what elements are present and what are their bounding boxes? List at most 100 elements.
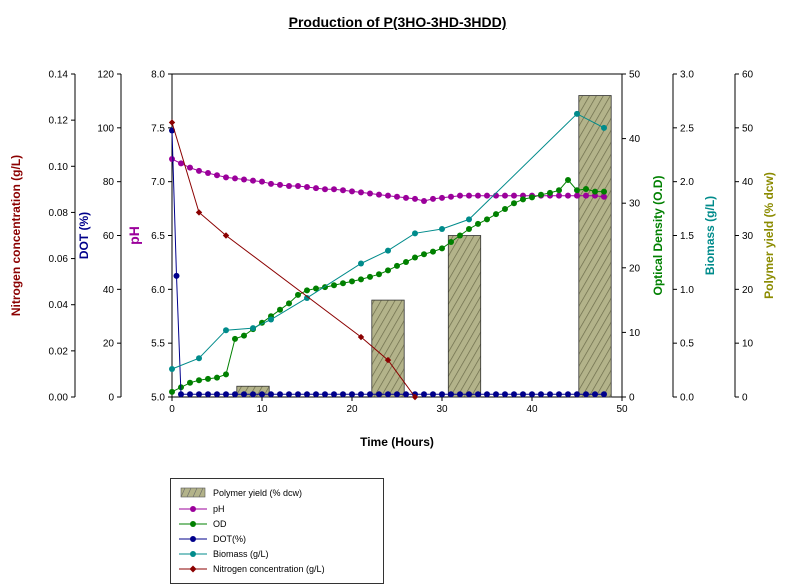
yield-tick-label: 50 (742, 123, 754, 134)
point-ph (376, 191, 382, 198)
ph-tick-label: 7.0 (151, 177, 165, 188)
point-od (340, 280, 346, 287)
point-ph (556, 192, 562, 199)
legend-line-marker (179, 551, 207, 557)
point-od (421, 251, 427, 258)
point-dot (475, 391, 481, 398)
nitrogen-tick-label: 0.12 (49, 116, 69, 127)
x-tick-label: 20 (346, 404, 358, 415)
point-od (511, 200, 517, 207)
point-dot (376, 391, 382, 398)
point-od (331, 282, 337, 289)
point-dot (592, 391, 598, 398)
point-od (223, 371, 229, 378)
point-od (295, 291, 301, 298)
point-dot (250, 391, 256, 398)
point-od (565, 176, 571, 183)
point-dot (439, 391, 445, 398)
point-od (277, 306, 283, 313)
point-od (205, 375, 211, 382)
point-od (169, 388, 175, 395)
x-axis-label: Time (Hours) (360, 435, 434, 449)
point-biomass (601, 124, 607, 131)
point-ph (484, 192, 490, 199)
point-dot (574, 391, 580, 398)
dot-tick-label: 20 (103, 339, 115, 350)
point-dot (502, 391, 508, 398)
point-ph (169, 156, 175, 163)
point-dot (313, 391, 319, 398)
point-ph (295, 182, 301, 189)
point-dot (421, 391, 427, 398)
legend-item-polymer-yield: Polymer yield (% dcw) (171, 487, 381, 499)
point-dot (223, 391, 229, 398)
legend-label: OD (213, 519, 227, 529)
od-tick-label: 40 (629, 134, 641, 145)
point-biomass (223, 327, 229, 334)
point-dot (187, 391, 193, 398)
point-dot (178, 391, 184, 398)
point-nitrogen (357, 333, 365, 341)
point-ph (286, 182, 292, 189)
point-od (547, 189, 553, 196)
yield-tick-label: 40 (742, 177, 754, 188)
point-od (358, 276, 364, 283)
point-od (376, 271, 382, 278)
point-od (538, 191, 544, 198)
legend-line-marker (179, 506, 207, 512)
nitrogen-tick-label: 0.02 (49, 346, 69, 357)
point-dot (430, 391, 436, 398)
dot-tick-label: 40 (103, 285, 115, 296)
point-ph (196, 167, 202, 174)
point-od (313, 285, 319, 292)
point-od (385, 267, 391, 274)
nitrogen-tick-label: 0.10 (49, 162, 69, 173)
point-od (475, 220, 481, 227)
point-ph (349, 188, 355, 195)
point-dot (601, 391, 607, 398)
point-dot (511, 391, 517, 398)
nitrogen-tick-label: 0.06 (49, 254, 69, 265)
legend-item-dot: DOT(%) (171, 533, 381, 545)
biomass-tick-label: 3.0 (680, 70, 694, 81)
point-dot (286, 391, 292, 398)
ph-tick-label: 6.0 (151, 285, 165, 296)
point-biomass (385, 247, 391, 254)
biomass-tick-label: 0.0 (680, 393, 694, 404)
point-ph (304, 184, 310, 191)
point-dot (277, 391, 283, 398)
point-od (403, 258, 409, 265)
od-tick-label: 30 (629, 199, 641, 210)
point-ph (268, 180, 274, 187)
point-od (493, 211, 499, 218)
point-od (448, 238, 454, 245)
x-tick-label: 10 (256, 404, 268, 415)
nitrogen-axis-label: Nitrogen concentration (g/L) (9, 155, 23, 316)
point-ph (430, 195, 436, 202)
x-tick-label: 30 (436, 404, 448, 415)
point-dot (205, 391, 211, 398)
point-nitrogen (222, 232, 230, 239)
point-biomass (412, 230, 418, 237)
point-biomass (169, 366, 175, 373)
point-od (241, 332, 247, 339)
point-od (484, 216, 490, 223)
yield-tick-label: 0 (742, 393, 748, 404)
point-biomass (250, 325, 256, 332)
ph-tick-label: 7.5 (151, 123, 165, 134)
point-dot (304, 391, 310, 398)
point-ph (178, 160, 184, 167)
point-nitrogen (411, 393, 419, 401)
od-tick-label: 0 (629, 393, 635, 404)
point-dot (583, 391, 589, 398)
point-ph (322, 186, 328, 193)
x-tick-label: 50 (616, 404, 628, 415)
legend-line-marker (179, 565, 207, 573)
point-dot (484, 391, 490, 398)
point-ph (574, 192, 580, 199)
bar-polymer-yield (447, 235, 482, 398)
biomass-tick-label: 1.5 (680, 231, 694, 242)
point-od (601, 188, 607, 195)
legend-swatch-hatched (180, 487, 206, 498)
point-dot (565, 391, 571, 398)
